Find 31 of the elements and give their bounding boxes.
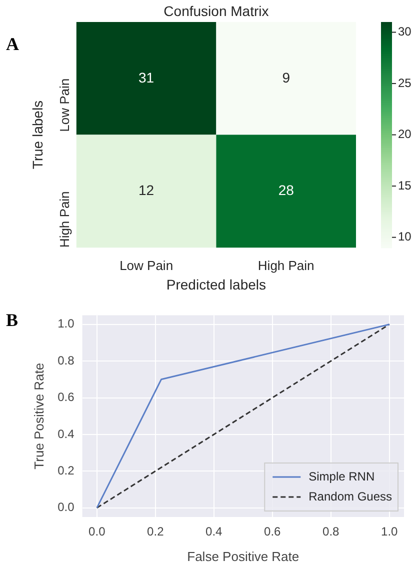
y-tick-label: 0.8: [58, 353, 75, 368]
x-axis-title: False Positive Rate: [187, 548, 300, 564]
legend-label: Random Guess: [308, 489, 392, 504]
legend-label: Simple RNN: [308, 469, 375, 484]
x-tick-label: 0.2: [147, 524, 164, 539]
color-bar-label: 10: [398, 230, 412, 244]
color-bar-label: 30: [398, 24, 412, 39]
color-bar-label: 20: [398, 127, 412, 142]
y-axis-title: True labels: [29, 100, 46, 170]
data-label: 12: [138, 182, 154, 198]
data-label: 28: [278, 182, 294, 198]
x-axis-title: Predicted labels: [166, 276, 266, 292]
text: A: [6, 34, 19, 55]
x-tick-label: 0.8: [322, 524, 340, 539]
y-tick-label: 0.2: [58, 463, 75, 478]
text: B: [6, 310, 18, 331]
y-tick-label: 1.0: [58, 316, 75, 331]
x-tick-label: 0.6: [264, 524, 282, 539]
y-tick-label: 0.6: [58, 390, 75, 404]
x-tick-label: 1.0: [381, 524, 398, 539]
data-label: 31: [138, 69, 154, 86]
y-tick-label: 0.4: [58, 426, 75, 441]
y-tick-label: 0.0: [58, 500, 75, 514]
data-label: 9: [282, 69, 290, 86]
y-tick-label: Low Pain: [56, 78, 72, 132]
y-axis-title: True Positive Rate: [31, 362, 46, 470]
color-bar-label: 15: [398, 178, 412, 192]
x-tick-label: 0.4: [206, 524, 223, 539]
x-tick-label: 0.0: [88, 524, 106, 539]
chart-title: Confusion Matrix: [164, 2, 269, 19]
color-bar-label: 25: [398, 76, 412, 90]
